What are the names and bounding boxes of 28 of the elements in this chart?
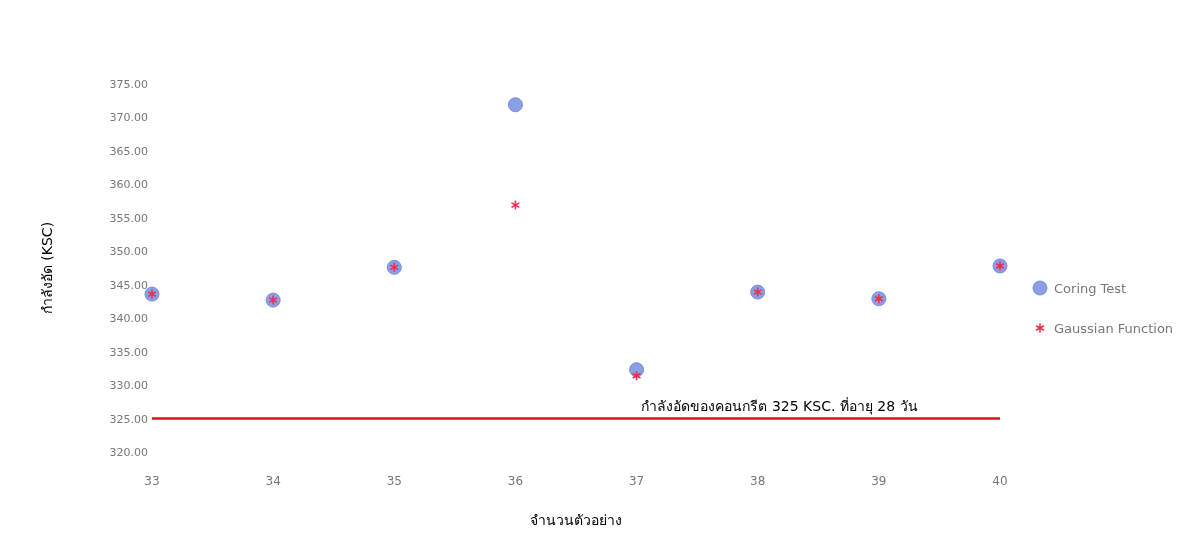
x-tick-label: 36 [507, 474, 524, 488]
y-tick-label: 345.00 [109, 278, 148, 292]
x-tick-label: 39 [871, 474, 887, 488]
legend-label: Gaussian Function [1054, 321, 1174, 336]
y-tick-label: 365.00 [109, 144, 148, 158]
y-tick-label: 330.00 [109, 379, 148, 393]
legend-label: Coring Test [1054, 281, 1127, 296]
x-tick-label: 40 [992, 474, 1008, 488]
x-axis-title: จำนวนตัวอย่าง [530, 512, 622, 528]
y-axis-title: กำลังอัด (KSC) [39, 221, 55, 315]
x-tick-label: 38 [750, 474, 766, 488]
y-tick-label: 360.00 [109, 178, 148, 192]
y-tick-label: 355.00 [109, 211, 148, 225]
ref-line-label: กำลังอัดของคอนกรีต 325 KSC. ที่อายุ 28 วัน [641, 396, 918, 415]
y-tick-label: 375.00 [109, 78, 148, 91]
x-tick-label: 34 [265, 474, 281, 488]
y-tick-label: 340.00 [109, 312, 148, 326]
y-tick-label: 335.00 [109, 345, 148, 359]
point [507, 97, 523, 113]
point [510, 199, 521, 211]
point [631, 370, 642, 382]
x-tick-label: 35 [386, 474, 402, 488]
x-tick-label: 33 [144, 474, 160, 488]
y-tick-label: 350.00 [109, 245, 148, 259]
y-tick-label: 320.00 [109, 446, 148, 459]
y-tick-label: 325.00 [109, 412, 148, 426]
y-tick-label: 370.00 [109, 111, 148, 125]
x-tick-label: 37 [628, 474, 645, 488]
